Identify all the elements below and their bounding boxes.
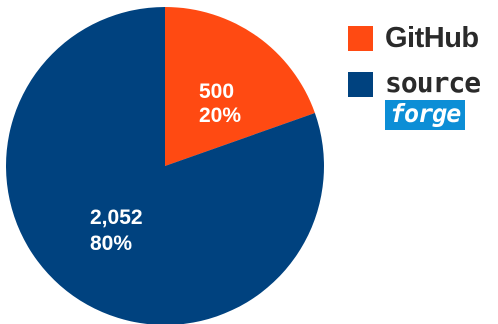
github-logo-text: GitHub	[385, 22, 479, 54]
legend: GitHub source forge	[348, 22, 498, 144]
legend-swatch-sourceforge	[348, 72, 373, 97]
legend-swatch-github	[348, 26, 373, 51]
slice-github-value-label: 500	[199, 80, 234, 103]
sourceforge-logo-bottom: forge	[385, 100, 466, 130]
sourceforge-logo: source forge	[385, 66, 481, 130]
slice-sourceforge-value-label: 2,052	[90, 206, 143, 229]
legend-item-sourceforge: source forge	[348, 68, 498, 130]
sourceforge-logo-top: source	[385, 66, 481, 99]
slice-sourceforge-percent-label: 80%	[90, 232, 132, 255]
slice-sourceforge	[6, 7, 324, 324]
pie-chart: 500 20% 2,052 80%	[6, 7, 324, 324]
legend-item-github: GitHub	[348, 22, 498, 54]
slice-github-percent-label: 20%	[199, 104, 241, 127]
slice-github	[165, 7, 315, 166]
